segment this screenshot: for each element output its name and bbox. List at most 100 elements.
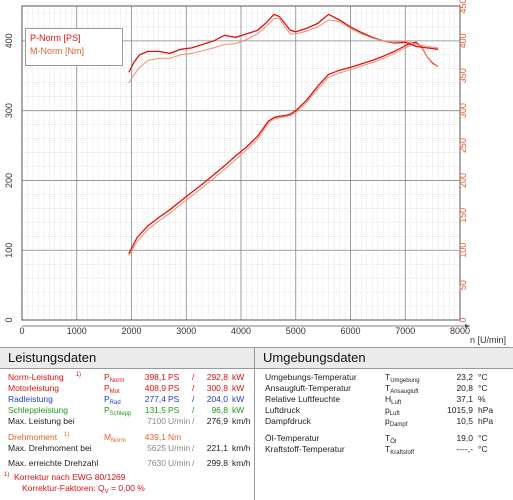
umgebung-unit: °C	[478, 444, 488, 454]
max-drehzahl-label: Max. erreichte Drehzahl	[8, 458, 99, 468]
leistung-label: Norm-Leistung	[8, 372, 64, 382]
umgebung-value: 10,5	[456, 416, 473, 426]
right-y-tick-label: 250	[458, 138, 468, 153]
korrektur-note: Korrektur nach EWG 80/1269	[14, 472, 126, 482]
separator: /	[192, 383, 195, 393]
umgebung-unit: °C	[478, 383, 488, 393]
unit: km/h	[232, 443, 251, 453]
max-drehzahl-rpm: 7630	[147, 458, 166, 468]
leistung-unit-1: PS	[168, 394, 180, 404]
legend-entry-p-norm: P-Norm [PS]	[30, 33, 81, 43]
umgebung-unit: °C	[478, 372, 488, 382]
leistung-label: Max. Leistung bei	[8, 416, 75, 426]
right-y-tick-label: 50	[458, 280, 468, 290]
x-tick-label: 3000	[176, 326, 196, 336]
umgebung-value: 1015,9	[447, 405, 473, 415]
separator: /	[192, 372, 195, 382]
series-line-p-norm-ps	[128, 41, 439, 254]
umgebung-label: Ansaugluft-Temperatur	[265, 383, 351, 393]
leistung-symbol: PRad	[104, 394, 121, 406]
x-tick-label: 7000	[395, 326, 415, 336]
umgebungsdaten-panel: Umgebungsdaten Umgebungs-Temperatur TUmge…	[255, 347, 513, 500]
max-drehmoment-label: Max. Drehmoment bei	[8, 443, 92, 453]
x-tick-label: 6000	[340, 326, 360, 336]
umgebung-symbol: TKraftstoff	[385, 444, 415, 456]
right-y-tick-label: 150	[458, 208, 468, 223]
x-tick-label: 1000	[67, 326, 87, 336]
leistung-value-1: 277,4	[144, 394, 166, 404]
chart-series	[128, 13, 439, 257]
dyno-chart: 0 1000 2000 3000 4000 5000 6000 7000 8000 0 100 200…	[4, 0, 506, 345]
umgebung-value: 19,0	[456, 433, 473, 443]
umgebung-symbol: HLuft	[385, 394, 402, 406]
umgebungsdaten-title: Umgebungsdaten	[255, 348, 513, 369]
right-y-tick-label: 300	[458, 103, 468, 118]
drehmoment-value: 439,1	[144, 432, 166, 442]
series-line-series-3	[128, 18, 439, 84]
umgebung-label: Relative Luftfeuchte	[265, 394, 341, 404]
umgebung-label: Luftdruck	[265, 405, 300, 415]
separator: /	[192, 394, 195, 404]
leistung-value-2: 204,0	[206, 394, 228, 404]
footnote-mark: 1)	[64, 432, 70, 438]
umgebung-unit: hPa	[478, 416, 494, 426]
leistung-symbol: PNorm	[104, 372, 125, 384]
leistung-label: Schleppleistung	[8, 405, 69, 415]
separator: /	[192, 405, 195, 415]
leistung-value-2: 96,8	[211, 405, 228, 415]
x-tick-label: 8000	[450, 326, 470, 336]
umgebung-value: 23,2	[456, 372, 473, 382]
x-tick-label: 5000	[286, 326, 306, 336]
leistung-value-1: 7100	[147, 416, 166, 426]
footnote-mark: 1)	[75, 372, 82, 378]
leistung-value-1: 408,9	[144, 383, 166, 393]
leistung-unit-1: U/min	[168, 416, 191, 426]
unit: km/h	[232, 458, 251, 468]
leistung-symbol: PSchlepp	[104, 405, 132, 417]
leistung-unit-2: kW	[232, 372, 245, 382]
korrektur-faktoren: Korrektur-Faktoren: QV = 0,00 %	[22, 483, 145, 495]
leistung-unit-1: PS	[168, 372, 180, 382]
x-axis-label: n [U/min]	[470, 335, 506, 345]
left-y-tick-label: 200	[4, 173, 14, 188]
leistung-value-2: 300,8	[206, 383, 228, 393]
leistung-unit-2: kW	[232, 383, 245, 393]
chart-axes	[21, 5, 470, 328]
x-tick-label: 2000	[121, 326, 141, 336]
umgebung-unit: °C	[478, 433, 488, 443]
x-tick-label: 4000	[231, 326, 251, 336]
right-y-tick-label: 400	[458, 33, 468, 48]
right-y-tick-label: 100	[458, 243, 468, 258]
leistung-unit-2: kW	[232, 394, 245, 404]
chart-ticks: 0 1000 2000 3000 4000 5000 6000 7000 8000 0 100 200…	[4, 0, 470, 336]
leistung-label: Motorleistung	[8, 383, 60, 393]
leistung-unit-2: km/h	[232, 416, 251, 426]
plot-frame	[21, 5, 461, 321]
leistungsdaten-panel: Leistungsdaten Norm-Leistung 1) PNorm 398,…	[0, 347, 255, 500]
umgebung-label: Dampfdruck	[265, 416, 311, 426]
leistung-unit-1: PS	[168, 383, 180, 393]
leistung-symbol: PMot	[104, 383, 120, 395]
umgebung-unit: %	[478, 394, 486, 404]
leistung-value-2: 292,8	[206, 372, 228, 382]
left-y-tick-label: 0	[4, 317, 14, 322]
umgebung-symbol: TAnsaugluft	[385, 383, 419, 395]
umgebung-value: 20,8	[456, 383, 473, 393]
x-tick-label: 0	[19, 326, 24, 336]
series-line-m-norm-nm	[128, 13, 439, 73]
umgebung-unit: hPa	[478, 405, 494, 415]
max-drehzahl-speed: 299,8	[206, 458, 228, 468]
unit: U/min	[168, 458, 191, 468]
series-line-series-1	[128, 43, 439, 257]
separator: /	[192, 443, 195, 453]
legend-entry-m-norm: M-Norm [Nm]	[30, 46, 84, 56]
max-drehmoment-rpm: 5625	[147, 443, 166, 453]
umgebung-label: Kraftstoff-Temperatur	[265, 444, 345, 454]
umgebung-value: 37,1	[456, 394, 473, 404]
leistung-unit-1: PS	[168, 405, 180, 415]
leistung-value-2: 276,9	[206, 416, 228, 426]
drehmoment-unit: Nm	[168, 432, 182, 442]
separator: /	[192, 458, 195, 468]
footnote-mark: 1)	[4, 472, 10, 478]
right-y-tick-label: 350	[458, 68, 468, 83]
